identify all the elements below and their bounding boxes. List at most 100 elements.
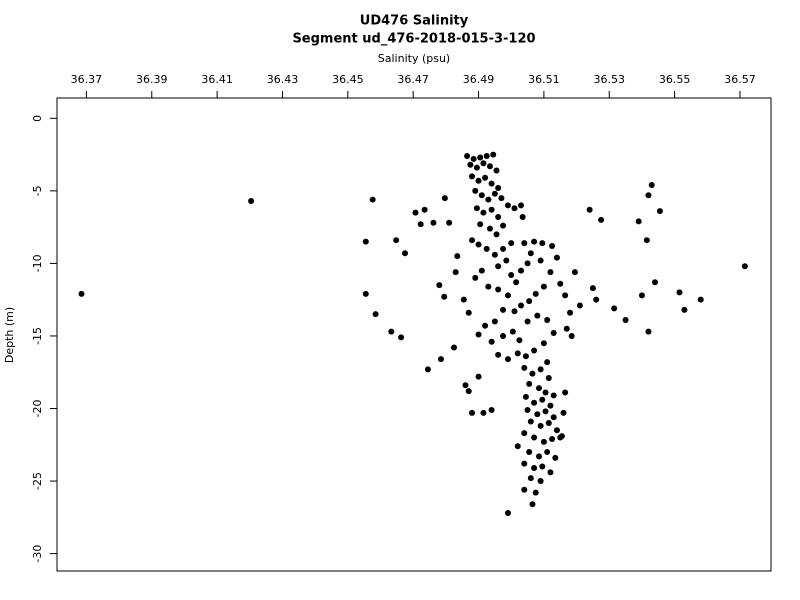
x-tick-label: 36.47 <box>397 73 429 86</box>
data-point <box>622 316 629 323</box>
data-point <box>473 164 480 171</box>
data-point <box>488 180 495 187</box>
data-point <box>500 306 507 313</box>
data-point <box>509 328 516 335</box>
data-point <box>488 338 495 345</box>
data-point <box>550 330 557 337</box>
data-point <box>430 219 437 226</box>
data-point <box>571 269 578 276</box>
data-point <box>558 433 565 440</box>
data-point <box>526 449 533 456</box>
data-point <box>493 167 500 174</box>
data-point <box>485 196 492 203</box>
data-point <box>534 312 541 319</box>
data-point <box>504 202 511 209</box>
data-point <box>586 206 593 213</box>
data-point <box>697 296 704 303</box>
data-point <box>504 292 511 299</box>
data-point <box>589 285 596 292</box>
data-point <box>540 283 547 290</box>
data-point <box>545 420 552 427</box>
data-point <box>491 190 498 197</box>
data-point <box>537 422 544 429</box>
data-point <box>550 392 557 399</box>
data-point <box>676 289 683 296</box>
data-point <box>362 290 369 297</box>
data-point <box>513 279 520 286</box>
data-point <box>393 237 400 244</box>
data-point <box>547 402 554 409</box>
data-point <box>421 206 428 213</box>
data-point <box>529 370 536 377</box>
y-tick-label: 0 <box>31 115 44 122</box>
data-point <box>645 328 652 335</box>
y-tick-label: -5 <box>31 185 44 196</box>
chart-title: UD476 Salinity <box>360 14 469 29</box>
x-tick-label: 36.57 <box>724 73 756 86</box>
data-point <box>549 242 556 249</box>
data-point <box>514 350 521 357</box>
data-point <box>504 509 511 516</box>
data-point <box>475 241 482 248</box>
data-point <box>552 454 559 461</box>
data-point <box>454 253 461 260</box>
data-point <box>503 257 510 264</box>
data-point <box>542 389 549 396</box>
data-point <box>460 296 467 303</box>
data-point <box>480 409 487 416</box>
data-point <box>500 245 507 252</box>
data-point <box>524 406 531 413</box>
data-point <box>521 486 528 493</box>
data-point <box>522 353 529 360</box>
data-point <box>441 293 448 300</box>
data-point <box>78 290 85 297</box>
data-point <box>446 219 453 226</box>
data-point <box>516 337 523 344</box>
data-point <box>518 302 525 309</box>
data-point <box>519 213 526 220</box>
data-point <box>498 195 505 202</box>
data-point <box>475 373 482 380</box>
x-tick-label: 36.43 <box>267 73 299 86</box>
data-point <box>478 192 485 199</box>
data-point <box>477 154 484 161</box>
data-point <box>547 269 554 276</box>
data-point <box>490 151 497 158</box>
data-point <box>477 221 484 228</box>
data-point <box>469 173 476 180</box>
data-point <box>482 174 489 181</box>
x-tick-label: 36.45 <box>332 73 364 86</box>
data-point <box>549 435 556 442</box>
data-point <box>372 311 379 318</box>
data-point <box>576 302 583 309</box>
data-point <box>495 213 502 220</box>
data-point <box>539 396 546 403</box>
data-point <box>531 399 538 406</box>
data-point <box>562 292 569 299</box>
data-point <box>544 316 551 323</box>
data-point <box>495 286 502 293</box>
y-tick-label: -15 <box>31 327 44 345</box>
data-point <box>542 408 549 415</box>
chart-subtitle: Segment ud_476-2018-015-3-120 <box>292 32 535 47</box>
data-point <box>527 250 534 257</box>
data-point <box>521 430 528 437</box>
data-point <box>537 478 544 485</box>
data-point <box>480 209 487 216</box>
data-point <box>535 385 542 392</box>
data-point <box>531 347 538 354</box>
data-point <box>491 251 498 258</box>
data-point <box>469 237 476 244</box>
data-point <box>462 382 469 389</box>
data-point <box>508 240 515 247</box>
data-point <box>521 364 528 371</box>
data-point <box>482 322 489 329</box>
data-point <box>470 155 477 162</box>
data-point <box>248 198 255 205</box>
y-axis-label: Depth (m) <box>3 307 16 363</box>
data-point <box>681 306 688 313</box>
data-point <box>568 332 575 339</box>
data-point <box>514 443 521 450</box>
data-point <box>531 434 538 441</box>
